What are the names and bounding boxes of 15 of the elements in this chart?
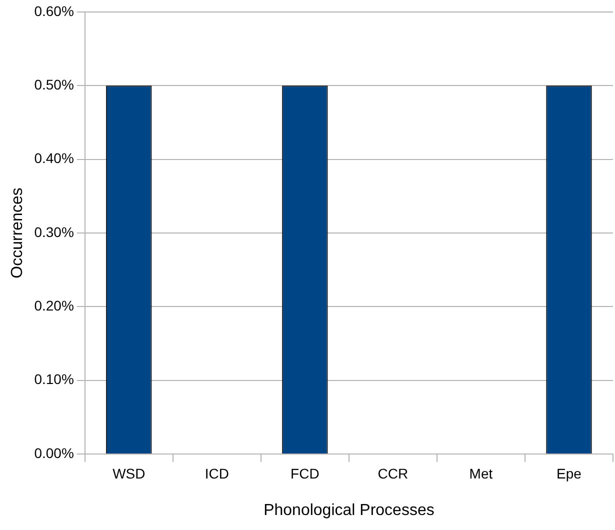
- y-axis-title: Occurrences: [9, 188, 26, 278]
- x-tick-label: Met: [469, 465, 493, 482]
- x-tick-label: CCR: [378, 465, 408, 482]
- x-tick-label: FCD: [290, 465, 320, 482]
- x-tick-label: WSD: [112, 465, 146, 482]
- y-tick-label: 0.50%: [34, 76, 74, 93]
- x-tick-label: ICD: [204, 465, 229, 482]
- y-tick-label: 0.00%: [34, 444, 74, 461]
- y-tick-label: 0.10%: [34, 371, 74, 388]
- y-tick-label: 0.60%: [34, 2, 74, 19]
- x-axis-title: Phonological Processes: [264, 502, 434, 519]
- y-tick-label: 0.40%: [34, 150, 74, 166]
- y-tick-label: 0.30%: [34, 224, 74, 240]
- x-tick-label: Epe: [556, 465, 582, 482]
- y-tick-label: 0.20%: [34, 298, 74, 314]
